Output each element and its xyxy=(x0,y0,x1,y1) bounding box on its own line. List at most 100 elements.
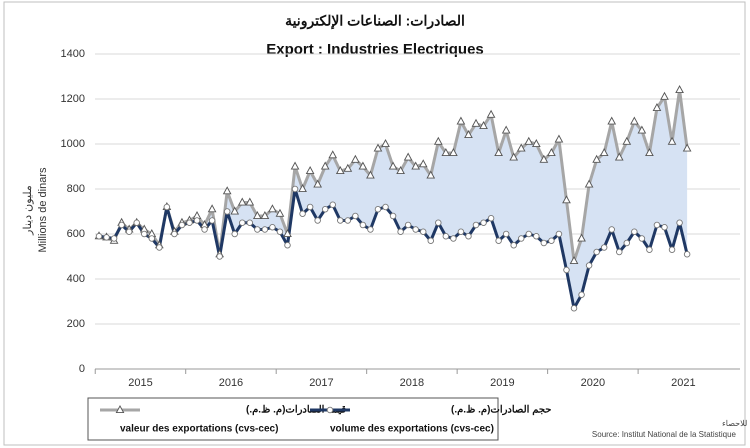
marker xyxy=(510,241,517,249)
y-tick-label: 1200 xyxy=(61,93,85,105)
marker xyxy=(306,203,314,211)
marker xyxy=(276,228,284,235)
marker xyxy=(660,91,669,100)
marker xyxy=(676,219,683,226)
marker xyxy=(524,136,534,145)
marker xyxy=(418,159,428,168)
marker xyxy=(254,226,261,233)
marker xyxy=(268,204,277,213)
marker xyxy=(216,253,223,260)
marker xyxy=(577,233,586,242)
marker xyxy=(525,230,533,238)
marker xyxy=(471,118,481,127)
marker xyxy=(675,85,684,94)
marker xyxy=(631,228,638,235)
marker xyxy=(486,109,496,118)
marker xyxy=(156,244,163,251)
marker xyxy=(562,195,571,204)
chart-subtitle: Export : Industries Electriques xyxy=(266,41,484,58)
marker xyxy=(260,211,270,220)
y-tick-label: 600 xyxy=(67,228,85,240)
marker xyxy=(313,179,323,188)
marker xyxy=(343,163,353,172)
marker xyxy=(275,208,285,217)
marker xyxy=(539,154,549,163)
marker xyxy=(449,148,458,157)
marker xyxy=(592,154,601,163)
marker xyxy=(305,166,315,175)
marker xyxy=(427,237,435,244)
marker xyxy=(629,116,639,125)
source: Source: Institut National de la Statisti… xyxy=(592,430,737,439)
marker xyxy=(389,212,397,220)
marker xyxy=(373,143,383,152)
marker xyxy=(110,235,118,242)
marker xyxy=(245,197,255,206)
marker xyxy=(533,232,540,240)
marker xyxy=(668,246,676,253)
marker xyxy=(622,136,632,145)
marker xyxy=(683,250,691,258)
marker xyxy=(646,246,653,253)
marker xyxy=(223,208,231,215)
marker xyxy=(600,244,608,251)
marker xyxy=(638,235,646,242)
marker xyxy=(623,239,631,247)
marker xyxy=(645,148,654,157)
marker xyxy=(358,161,368,170)
marker xyxy=(290,161,300,170)
marker xyxy=(163,203,171,211)
marker xyxy=(374,205,382,213)
marker xyxy=(501,125,511,134)
marker xyxy=(599,148,609,157)
marker xyxy=(351,154,360,163)
x-tick-label: 2019 xyxy=(490,377,514,389)
marker xyxy=(487,214,495,222)
marker xyxy=(442,232,450,240)
marker xyxy=(239,219,246,226)
marker xyxy=(193,217,201,224)
legend-label: valeur des exportations (cvs-cec) xyxy=(120,424,278,435)
y-tick-label: 200 xyxy=(67,318,85,330)
marker xyxy=(479,121,488,130)
marker xyxy=(554,134,564,143)
marker xyxy=(367,226,374,233)
marker xyxy=(555,230,563,238)
marker xyxy=(326,406,334,414)
marker xyxy=(335,166,345,175)
marker xyxy=(396,166,405,175)
marker xyxy=(115,405,125,414)
marker xyxy=(261,226,269,233)
marker xyxy=(569,256,579,265)
marker xyxy=(637,125,647,134)
marker xyxy=(419,228,427,235)
marker xyxy=(320,161,330,170)
marker xyxy=(140,230,148,238)
marker xyxy=(652,103,662,112)
marker xyxy=(411,161,421,170)
x-tick-label: 2020 xyxy=(581,377,605,389)
marker xyxy=(381,139,390,148)
marker xyxy=(186,219,193,226)
marker xyxy=(614,152,624,161)
marker xyxy=(608,226,615,233)
marker xyxy=(321,205,329,213)
marker xyxy=(231,230,238,238)
y-tick-label: 800 xyxy=(67,183,85,195)
marker xyxy=(171,230,178,238)
marker xyxy=(456,116,466,125)
area-between xyxy=(99,90,688,309)
marker xyxy=(607,116,617,125)
marker xyxy=(426,170,436,179)
marker xyxy=(435,219,442,226)
marker xyxy=(328,150,338,159)
y-tick-label: 1400 xyxy=(61,48,85,60)
legend-box xyxy=(87,397,499,441)
marker xyxy=(283,229,292,238)
chart-title: الصادرات: الصناعات الإلكترونية xyxy=(285,13,465,31)
marker xyxy=(344,217,352,224)
marker xyxy=(404,221,412,229)
marker xyxy=(517,235,525,242)
marker xyxy=(682,143,692,152)
source-ar: المصدر : المعهد الوطني للاحصاء xyxy=(722,419,750,428)
